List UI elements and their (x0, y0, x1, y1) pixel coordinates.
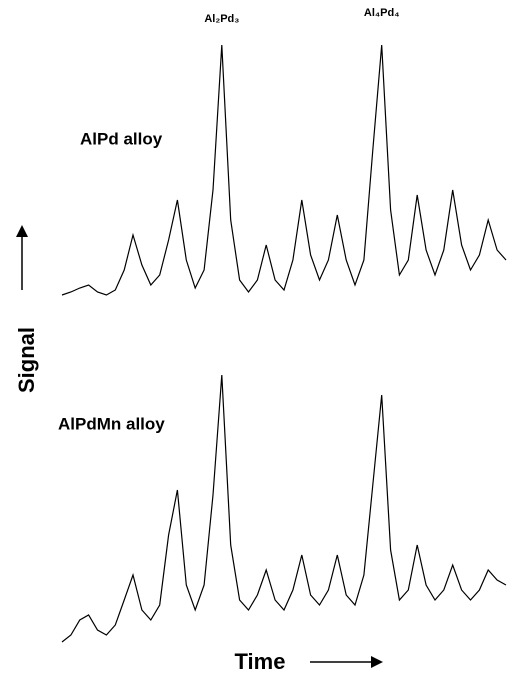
x-axis-label: Time (235, 649, 286, 673)
y-axis-label: Signal (14, 327, 39, 393)
peak-label: Al₂Pd₃ (204, 13, 239, 25)
signal-line (61, 374, 507, 643)
series-label: AlPd alloy (80, 129, 163, 148)
signal-line (61, 44, 507, 296)
peak-label: Al₄Pd₄ (364, 7, 400, 19)
series-label: AlPdMn alloy (58, 414, 165, 433)
